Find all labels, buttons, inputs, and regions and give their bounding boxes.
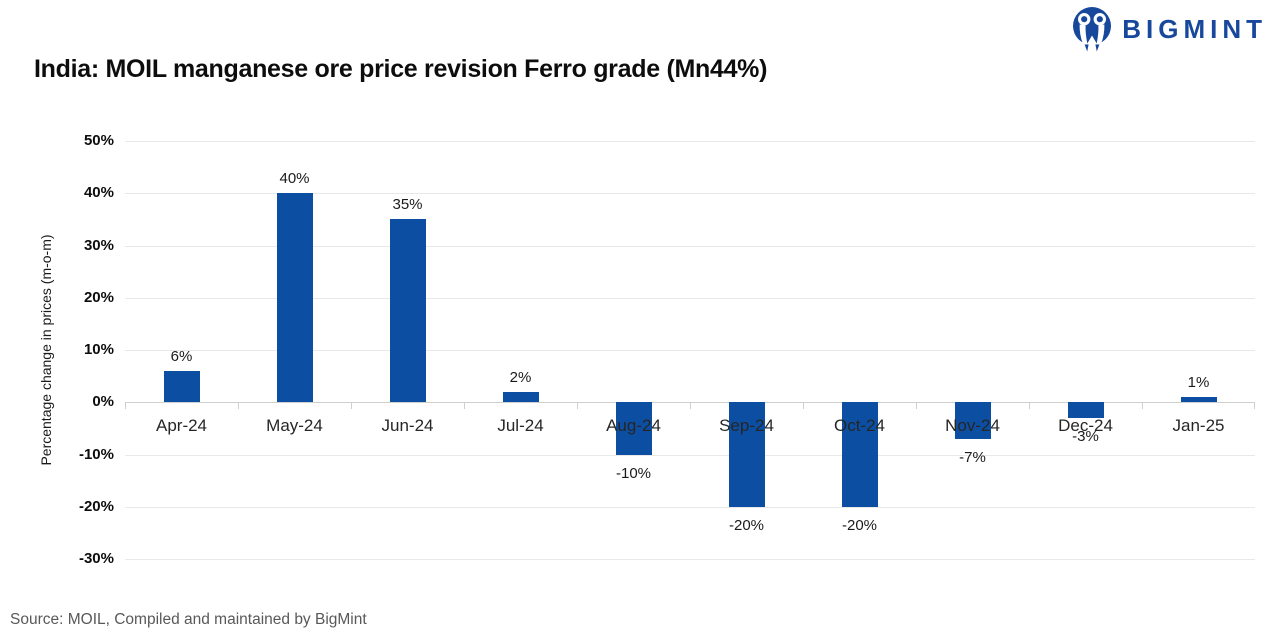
data-label-Apr-24: 6% — [170, 347, 193, 365]
source-note: Source: MOIL, Compiled and maintained by… — [10, 611, 367, 628]
gridline — [125, 297, 1255, 299]
plot-area: 50% 40% 30% 20% 10% 0% -10% -20% -30% 6% Apr-24 40%… — [79, 132, 1255, 567]
axis-tick — [916, 402, 917, 410]
bigmint-logo-text: BIGMINT — [1122, 14, 1267, 44]
bar-Jul-24 — [502, 391, 539, 403]
axis-tick — [690, 402, 691, 410]
y-tick-label: 0% — [92, 393, 114, 411]
data-label-May-24: 40% — [279, 170, 310, 188]
x-axis-label-Jul-24: Jul-24 — [497, 416, 544, 436]
bar-Aug-24 — [615, 402, 652, 455]
gridline — [125, 350, 1255, 351]
x-axis-label-Jan-25: Jan-25 — [1172, 416, 1225, 436]
y-tick-label: -10% — [78, 445, 114, 463]
x-axis-label-Oct-24: Oct-24 — [833, 416, 886, 436]
bigmint-owl-m-icon — [1072, 6, 1112, 52]
data-label-Dec-24: -3% — [1072, 427, 1099, 445]
x-axis-label-May-24: May-24 — [266, 416, 323, 436]
gridline — [125, 245, 1255, 247]
bar-Dec-24 — [1067, 402, 1104, 418]
x-axis-label-Aug-24: Aug-24 — [606, 416, 661, 436]
data-label-Jul-24: 2% — [509, 368, 532, 386]
gridline — [125, 454, 1255, 456]
gridline — [125, 506, 1255, 508]
y-tick-label: 40% — [83, 184, 114, 202]
bar-Jan-25 — [1180, 397, 1217, 403]
data-label-Jun-24: 35% — [392, 196, 423, 214]
bar-Nov-24 — [954, 402, 991, 439]
axis-tick — [1029, 402, 1030, 410]
x-axis-label-Nov-24: Nov-24 — [945, 416, 1000, 436]
y-tick-label: -30% — [78, 550, 114, 567]
bar-Apr-24 — [163, 370, 200, 403]
y-tick-label: 10% — [83, 341, 114, 358]
data-label-Sep-24: -20% — [728, 516, 765, 534]
axis-tick — [803, 402, 804, 410]
bigmint-logo: BIGMINT — [1072, 6, 1267, 52]
x-axis-label-Apr-24: Apr-24 — [155, 416, 208, 436]
data-label-Oct-24: -20% — [841, 516, 878, 534]
axis-tick — [125, 402, 126, 410]
data-label-Nov-24: -7% — [959, 448, 986, 466]
data-label-Jan-25: 1% — [1187, 374, 1210, 392]
gridline — [125, 141, 1255, 142]
y-tick-label: -20% — [78, 497, 114, 515]
axis-tick — [351, 402, 352, 410]
y-tick-label: 50% — [83, 132, 114, 149]
axis-tick — [1254, 402, 1255, 410]
data-label-Aug-24: -10% — [615, 464, 652, 482]
axis-tick — [1142, 402, 1143, 410]
y-tick-label: 30% — [83, 236, 114, 254]
x-axis-label-Dec-24: Dec-24 — [1058, 416, 1113, 436]
axis-tick — [577, 402, 578, 410]
bar-Oct-24 — [841, 402, 878, 507]
gridline — [125, 559, 1255, 560]
bar-Sep-24 — [728, 402, 765, 507]
x-axis-label-Jun-24: Jun-24 — [381, 416, 434, 436]
gridline — [125, 193, 1255, 195]
chart-title: India: MOIL manganese ore price revision… — [34, 55, 768, 83]
axis-tick — [464, 402, 465, 410]
y-tick-label: 20% — [83, 288, 114, 306]
axis-tick — [238, 402, 239, 410]
x-axis-label-Sep-24: Sep-24 — [719, 416, 774, 436]
bar-May-24 — [276, 193, 313, 403]
bar-Jun-24 — [389, 219, 426, 403]
